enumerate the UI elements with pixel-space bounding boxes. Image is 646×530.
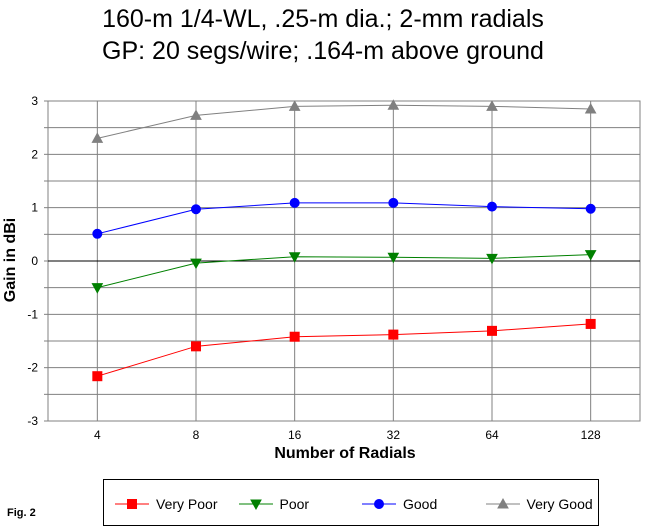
series-good: [92, 197, 596, 239]
data-point-good: [289, 197, 300, 208]
series-very-poor: [92, 318, 596, 382]
legend-marker-poor: [249, 499, 262, 510]
data-point-poor: [190, 258, 202, 270]
series-line-very-poor: [97, 323, 591, 377]
x-tick-label: 128: [581, 428, 601, 442]
x-tick-label: 16: [288, 428, 302, 442]
y-tick-label: 3: [31, 94, 38, 108]
legend-label-very-good: Very Good: [526, 495, 593, 512]
x-tick-label: 32: [387, 428, 401, 442]
data-point-good: [191, 204, 201, 215]
chart-title-line-1: 160-m 1/4-WL, .25-m dia.; 2-mm radials: [102, 5, 544, 33]
data-point-poor: [584, 250, 597, 261]
series-line-very-good: [97, 104, 591, 139]
data-point-very-good: [190, 109, 202, 120]
legend-label-very-poor: Very Poor: [156, 495, 218, 512]
legend-swatch-very-poor: [115, 498, 149, 509]
data-point-very-poor: [92, 371, 103, 382]
chart-title-line-2: GP: 20 segs/wire; .164-m above ground: [102, 37, 544, 65]
legend-item-poor: Poor: [238, 480, 310, 527]
data-point-good: [92, 228, 103, 239]
legend-swatch-poor: [238, 499, 273, 510]
data-point-very-good: [288, 100, 301, 111]
series-very-good: [91, 99, 597, 143]
data-point-very-poor: [191, 341, 201, 352]
legend-marker-very-poor: [127, 498, 137, 509]
x-axis-label: Number of Radials: [274, 445, 415, 462]
y-tick-label: 2: [31, 147, 38, 161]
data-point-poor: [486, 253, 498, 265]
y-tick-label: 1: [31, 201, 38, 215]
figure-label: Fig. 2: [7, 507, 36, 519]
y-tick-label: -2: [27, 361, 38, 375]
legend-marker-good: [374, 498, 384, 509]
data-point-good: [585, 203, 596, 214]
legend-marker-very-good: [496, 497, 509, 508]
series-line-poor: [97, 254, 591, 289]
data-point-good: [388, 197, 399, 208]
data-point-poor: [91, 283, 104, 294]
legend-swatch-good: [362, 498, 396, 509]
x-tick-label: 64: [485, 428, 499, 442]
y-axis-label: Gain in dBi: [2, 218, 19, 302]
legend: Very Poor Poor Good Very Good: [103, 479, 599, 526]
series-layer: [91, 99, 597, 382]
data-point-poor: [387, 252, 400, 264]
data-point-very-good: [387, 99, 400, 110]
y-tick-label: -3: [27, 414, 38, 428]
data-point-very-poor: [289, 331, 300, 342]
x-tick-label: 4: [94, 428, 101, 442]
legend-item-very-good: Very Good: [485, 480, 593, 527]
data-point-very-poor: [585, 318, 596, 329]
legend-label-poor: Poor: [279, 495, 310, 512]
series-poor: [91, 250, 597, 294]
data-point-good: [487, 201, 497, 212]
data-point-very-poor: [388, 329, 399, 340]
legend-item-very-poor: Very Poor: [114, 480, 217, 527]
legend-swatch-very-good: [485, 497, 520, 508]
tick-labels-layer: -3 -2 -1 0 1 2 3 4 8 16 32 64 128: [27, 94, 601, 442]
legend-item-good: Good: [361, 480, 437, 527]
data-point-very-good: [486, 100, 498, 111]
data-point-very-good: [91, 132, 104, 143]
series-line-good: [97, 202, 591, 235]
data-point-poor: [288, 252, 301, 263]
legend-label-good: Good: [403, 495, 438, 512]
y-tick-label: -1: [27, 307, 38, 321]
data-point-very-poor: [487, 325, 497, 336]
x-tick-label: 8: [193, 428, 200, 442]
y-tick-label: 0: [31, 254, 38, 268]
data-point-very-good: [584, 102, 597, 114]
